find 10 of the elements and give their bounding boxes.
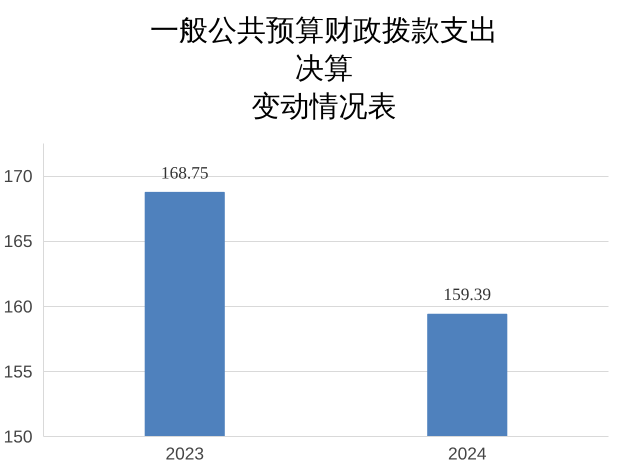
y-tick-label: 150 (4, 426, 33, 446)
data-label: 159.39 (443, 285, 492, 304)
chart-title: 一般公共预算财政拨款支出决算变动情况表 (150, 12, 498, 125)
y-tick-label: 170 (4, 166, 33, 186)
x-tick-label: 2024 (448, 444, 487, 464)
y-tick-label: 160 (4, 296, 33, 316)
x-tick-label: 2023 (165, 444, 204, 464)
data-label: 168.75 (160, 163, 209, 182)
y-tick-label: 155 (4, 361, 33, 382)
y-tick-label: 165 (4, 231, 33, 252)
